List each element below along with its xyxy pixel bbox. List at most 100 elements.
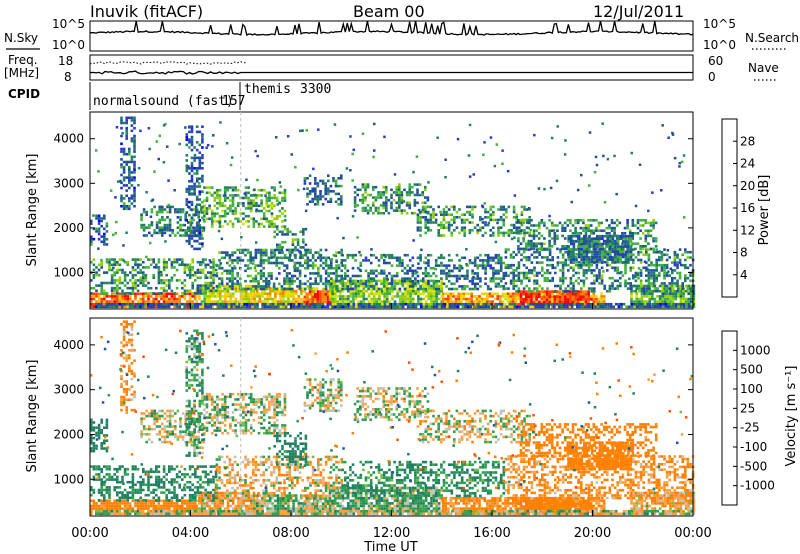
power-cell (364, 282, 368, 286)
power-cell (344, 305, 348, 309)
power-cell (543, 276, 547, 280)
power-cell (317, 274, 320, 278)
power-heatmap (90, 116, 696, 309)
power-cell (259, 285, 263, 288)
power-cell (526, 302, 530, 306)
power-cell (434, 287, 438, 291)
power-cell (262, 248, 265, 252)
power-cell (337, 274, 341, 278)
power-cell (593, 253, 596, 256)
power-cell (218, 222, 222, 226)
power-cell (674, 297, 677, 301)
power-cell (303, 290, 307, 293)
power-cell (624, 255, 628, 259)
power-cell (196, 260, 200, 264)
power-cell (522, 287, 526, 290)
power-cell (515, 218, 518, 222)
power-cell (283, 194, 287, 197)
power-cell (228, 272, 232, 275)
power-cell (530, 261, 534, 264)
power-cell (421, 272, 425, 275)
power-cell (370, 300, 373, 303)
power-cell (453, 266, 456, 270)
power-cell (658, 258, 661, 262)
power-cell (673, 256, 677, 259)
power-cell (380, 272, 383, 275)
power-cell (144, 273, 148, 277)
power-cell (362, 305, 366, 309)
power-cell (572, 258, 576, 261)
power-cell (374, 209, 378, 212)
power-cell (103, 300, 106, 303)
power-cell (424, 221, 427, 224)
power-cell (460, 274, 464, 278)
power-cell (466, 305, 470, 309)
power-cell (466, 218, 469, 222)
power-cell (265, 259, 268, 262)
power-cell (323, 305, 327, 309)
power-cell (184, 234, 187, 237)
power-cell (627, 260, 630, 264)
power-cell (435, 302, 439, 306)
power-cell (548, 298, 551, 301)
power-cell (550, 224, 554, 227)
power-cell (298, 287, 302, 291)
power-cell (324, 261, 328, 265)
power-cell (215, 272, 219, 275)
power-cell (298, 261, 302, 265)
power-cell (547, 302, 550, 306)
power-cell (244, 297, 248, 301)
power-cell (468, 210, 472, 214)
power-cell (453, 302, 457, 306)
power-cell (199, 292, 202, 295)
power-cell (634, 224, 637, 227)
power-cell (208, 186, 211, 189)
power-cell (554, 289, 557, 293)
power-cell (548, 292, 551, 296)
power-cell (596, 242, 599, 246)
power-cell (377, 206, 380, 210)
power-cell (554, 266, 557, 270)
power-cell (262, 212, 266, 215)
power-cell (166, 205, 169, 209)
power-cell (139, 258, 142, 261)
power-cell (253, 292, 256, 296)
power-cell (589, 298, 593, 301)
power-cell (535, 256, 539, 259)
power-cell (398, 295, 402, 298)
power-cell (152, 260, 155, 264)
power-cell (569, 221, 572, 225)
power-cell (191, 295, 194, 298)
power-cell (447, 292, 450, 296)
power-cell (372, 300, 376, 303)
power-cell (210, 217, 214, 221)
power-cell (97, 217, 101, 220)
power-cell (395, 274, 399, 278)
power-cell (328, 289, 332, 293)
power-cell (576, 295, 580, 299)
power-cell (577, 240, 581, 243)
power-cell (288, 272, 291, 275)
power-cell (684, 300, 688, 303)
power-cell (663, 248, 666, 251)
power-cell (378, 302, 381, 306)
power-cell (458, 231, 461, 235)
power-cell (398, 264, 402, 267)
power-cell (123, 295, 127, 298)
power-cell (631, 232, 635, 235)
power-cell (632, 261, 635, 264)
power-cell (105, 281, 109, 285)
power-cell (259, 251, 263, 254)
power-cell (561, 247, 564, 251)
power-cell (232, 302, 236, 306)
power-cell (285, 248, 289, 252)
power-cell (492, 210, 495, 214)
power-cell (247, 196, 250, 200)
power-cell (639, 237, 642, 240)
power-cell (231, 272, 234, 275)
power-cell (147, 292, 150, 296)
power-cell (663, 266, 666, 270)
power-cell (144, 284, 148, 287)
power-cell (283, 240, 287, 244)
power-cell (385, 196, 388, 199)
